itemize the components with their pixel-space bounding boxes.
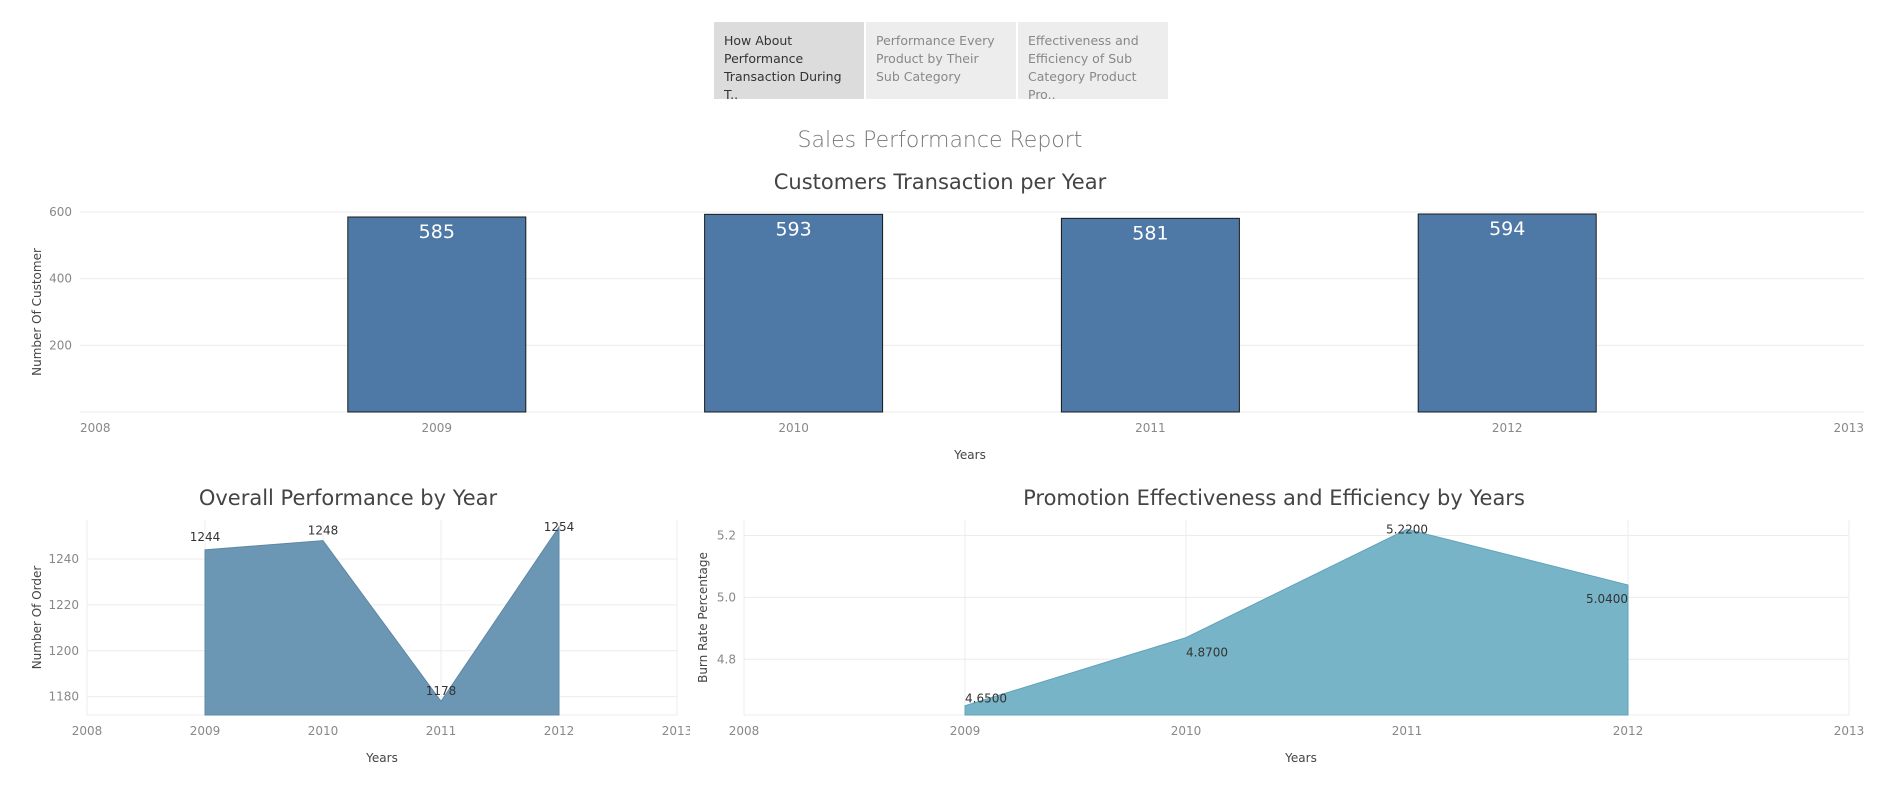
y-axis-label: Number Of Order (30, 566, 44, 670)
bar (704, 213, 884, 413)
chart-title: Promotion Effectiveness and Efficiency b… (1023, 486, 1525, 510)
area-value-label: 1178 (426, 684, 457, 698)
x-tick-label: 2009 (190, 724, 221, 738)
promotion-effectiveness-area-chart: Promotion Effectiveness and Efficiency b… (696, 486, 1865, 765)
area-value-label: 4.8700 (1186, 646, 1228, 660)
x-tick-label: 2011 (426, 724, 457, 738)
bar (1417, 213, 1597, 413)
bar (1060, 217, 1240, 413)
x-tick-label: 2011 (1392, 724, 1423, 738)
x-tick-label: 2012 (1613, 724, 1644, 738)
overall-performance-area-chart: Overall Performance by Year 1180 1200 1220 1… (30, 486, 690, 765)
y-tick-label: 400 (49, 272, 72, 286)
area-series (204, 525, 560, 716)
bar-value-label: 585 (419, 221, 455, 243)
area-series (964, 528, 1629, 716)
area-value-label: 1254 (544, 520, 575, 534)
x-tick-label: 2009 (950, 724, 981, 738)
chart-title: Overall Performance by Year (199, 486, 498, 510)
y-tick-label: 5.2 (717, 528, 736, 542)
bar-value-label: 581 (1132, 222, 1168, 244)
y-tick-label: 5.0 (717, 590, 736, 604)
y-tick-label: 4.8 (717, 652, 736, 666)
y-tick-label: 200 (49, 338, 72, 352)
x-tick-label: 2010 (778, 421, 809, 435)
area-value-label: 5.2200 (1386, 522, 1428, 536)
y-tick-label: 1180 (48, 690, 79, 704)
x-tick-label: 2013 (1834, 724, 1865, 738)
x-tick-label: 2008 (729, 724, 760, 738)
x-tick-label: 2013 (1833, 421, 1864, 435)
y-tick-label: 1200 (48, 644, 79, 658)
bar (347, 216, 527, 413)
x-tick-label: 2011 (1135, 421, 1166, 435)
x-tick-label: 2010 (308, 724, 339, 738)
y-tick-label: 1240 (48, 552, 79, 566)
x-tick-label: 2008 (80, 421, 111, 435)
x-tick-label: 2010 (1171, 724, 1202, 738)
area-value-label: 1244 (190, 530, 221, 544)
area-value-label: 1248 (308, 524, 339, 538)
tab-transaction-performance[interactable]: How About Performance Transaction During… (714, 22, 864, 99)
y-axis-label: Burn Rate Percentage (696, 552, 710, 683)
x-tick-label: 2008 (72, 724, 103, 738)
y-tick-label: 600 (49, 205, 72, 219)
bar-value-label: 593 (775, 218, 811, 240)
chart-title: Customers Transaction per Year (774, 170, 1107, 194)
report-title: Sales Performance Report (797, 128, 1083, 153)
x-axis-label: Years (953, 448, 986, 462)
area-value-label: 5.0400 (1586, 592, 1628, 606)
x-tick-label: 2012 (1492, 421, 1523, 435)
x-tick-label: 2009 (422, 421, 453, 435)
x-tick-label: 2012 (544, 724, 575, 738)
y-tick-label: 1220 (48, 598, 79, 612)
dashboard-tabs: How About Performance Transaction During… (714, 22, 1168, 99)
area-value-label: 4.6500 (965, 692, 1007, 706)
tab-subcategory-performance[interactable]: Performance Every Product by Their Sub C… (866, 22, 1016, 99)
x-tick-label: 2013 (662, 724, 690, 738)
y-axis-label: Number Of Customer (30, 248, 44, 376)
bar-value-label: 594 (1489, 218, 1525, 240)
x-axis-label: Years (1284, 751, 1317, 765)
customers-bar-chart: Customers Transaction per Year 200 400 600 2… (30, 170, 1864, 462)
tab-promotion-effectiveness[interactable]: Effectiveness and Efficiency of Sub Cate… (1018, 22, 1168, 99)
x-axis-label: Years (365, 751, 398, 765)
